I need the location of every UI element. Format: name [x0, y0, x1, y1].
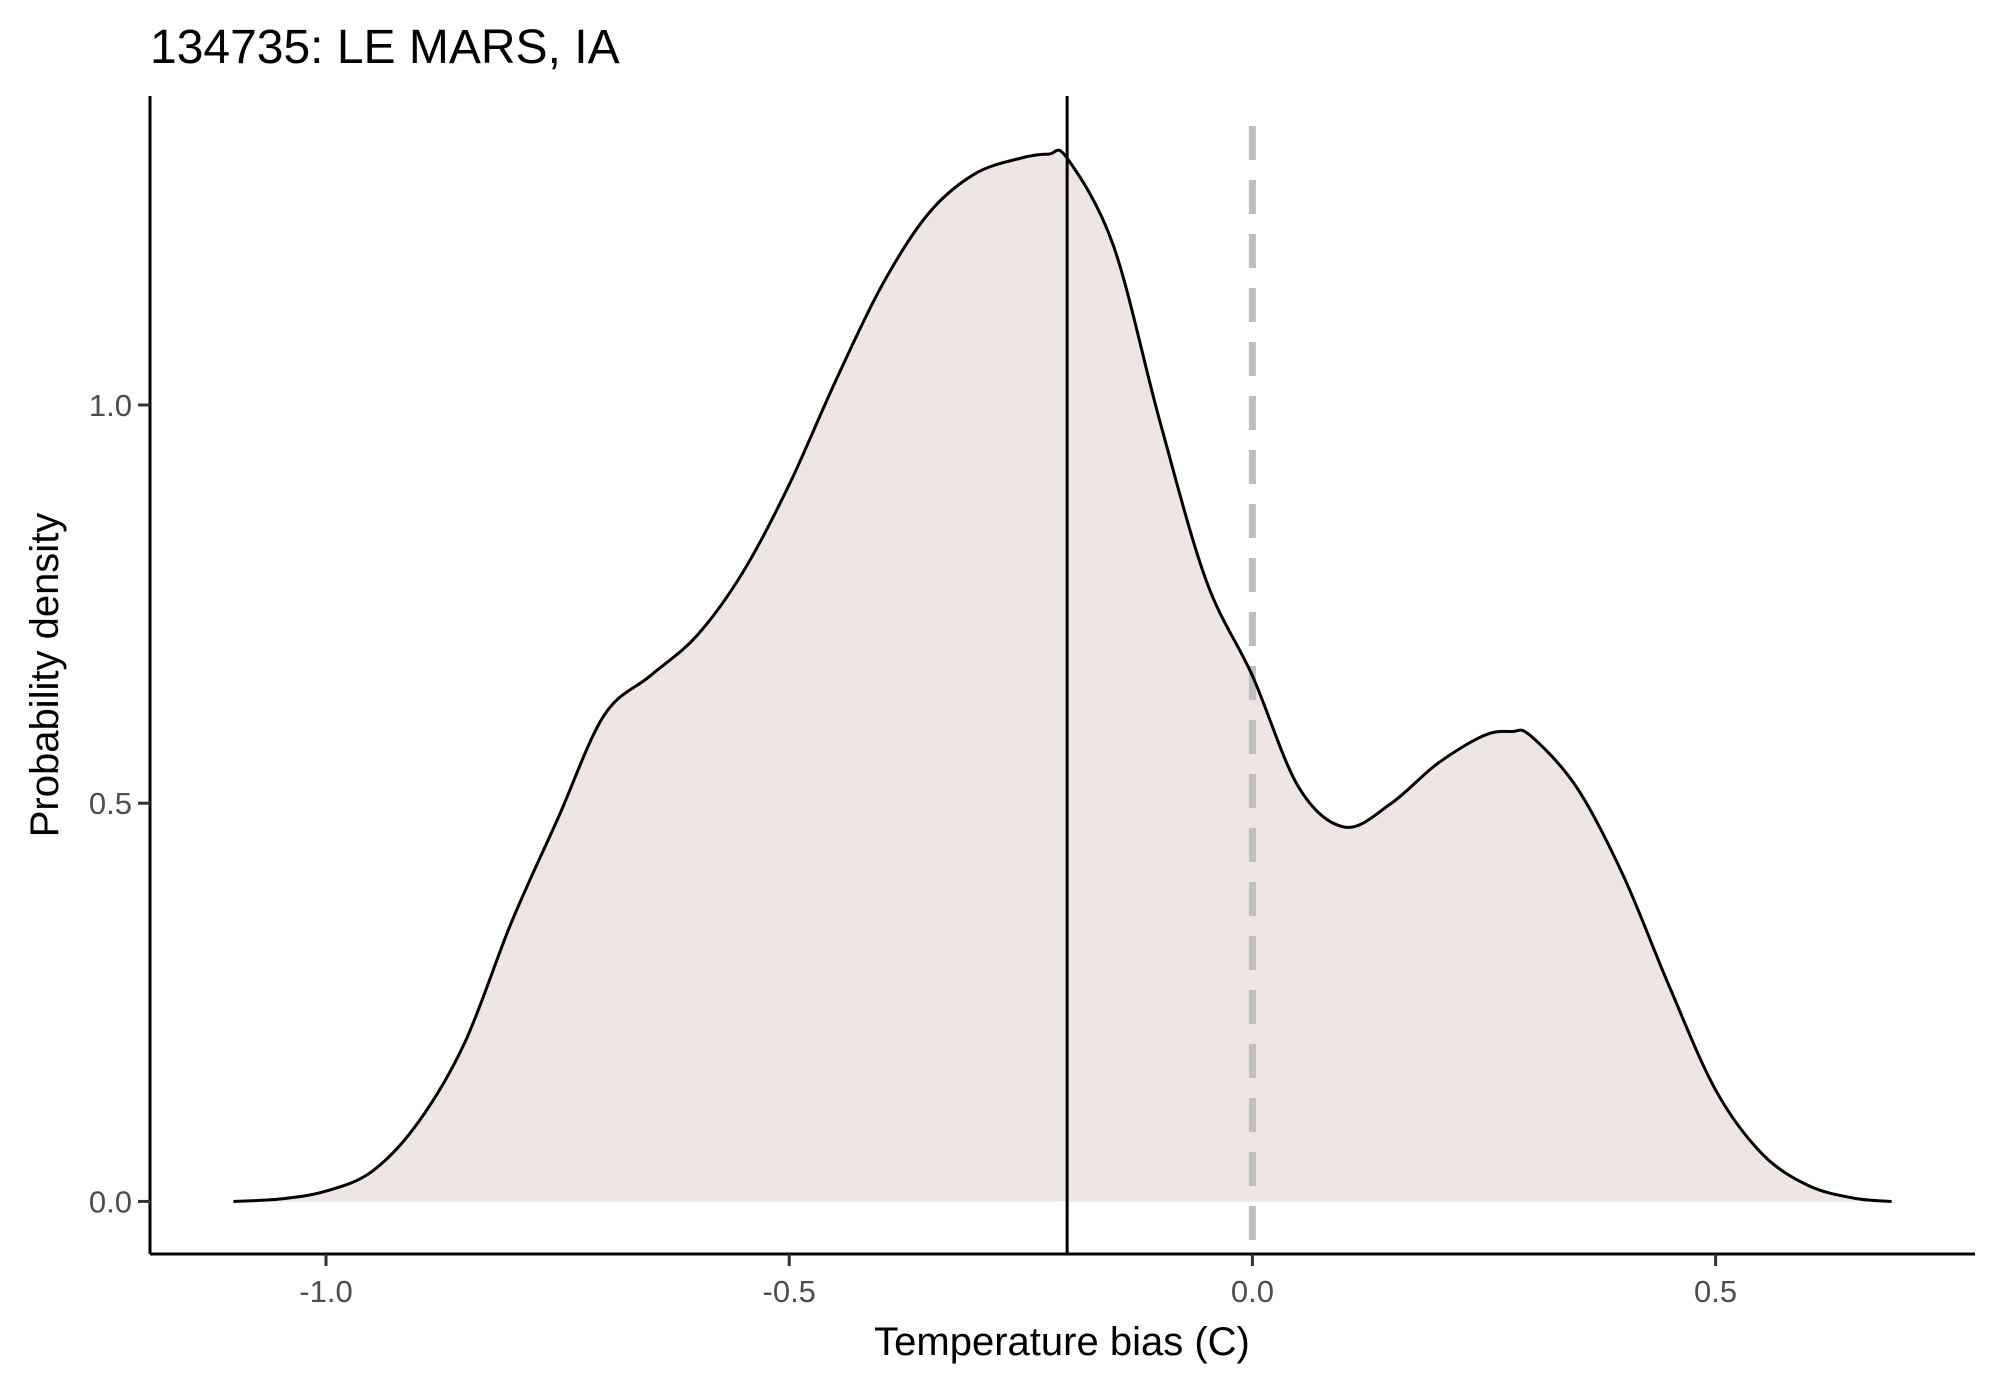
y-axis-label: Probability density: [23, 513, 67, 838]
x-axis-ticks: -1.0 -0.5 0.0 0.5: [299, 1254, 1737, 1309]
x-tick-label: 0.0: [1231, 1274, 1274, 1309]
chart-title: 134735: LE MARS, IA: [150, 21, 620, 74]
x-tick-label: -0.5: [763, 1274, 816, 1309]
y-tick-label: 0.0: [89, 1184, 132, 1219]
plot-area: [233, 96, 1892, 1254]
y-axis-ticks: 0.0 0.5 1.0: [89, 388, 150, 1219]
x-tick-label: 0.5: [1694, 1274, 1737, 1309]
density-curve: [233, 148, 1892, 1203]
x-tick-label: -1.0: [299, 1274, 352, 1309]
y-tick-label: 0.5: [89, 786, 132, 821]
y-tick-label: 1.0: [89, 388, 132, 423]
density-area: [233, 150, 1892, 1202]
x-axis-label: Temperature bias (C): [874, 1320, 1250, 1364]
